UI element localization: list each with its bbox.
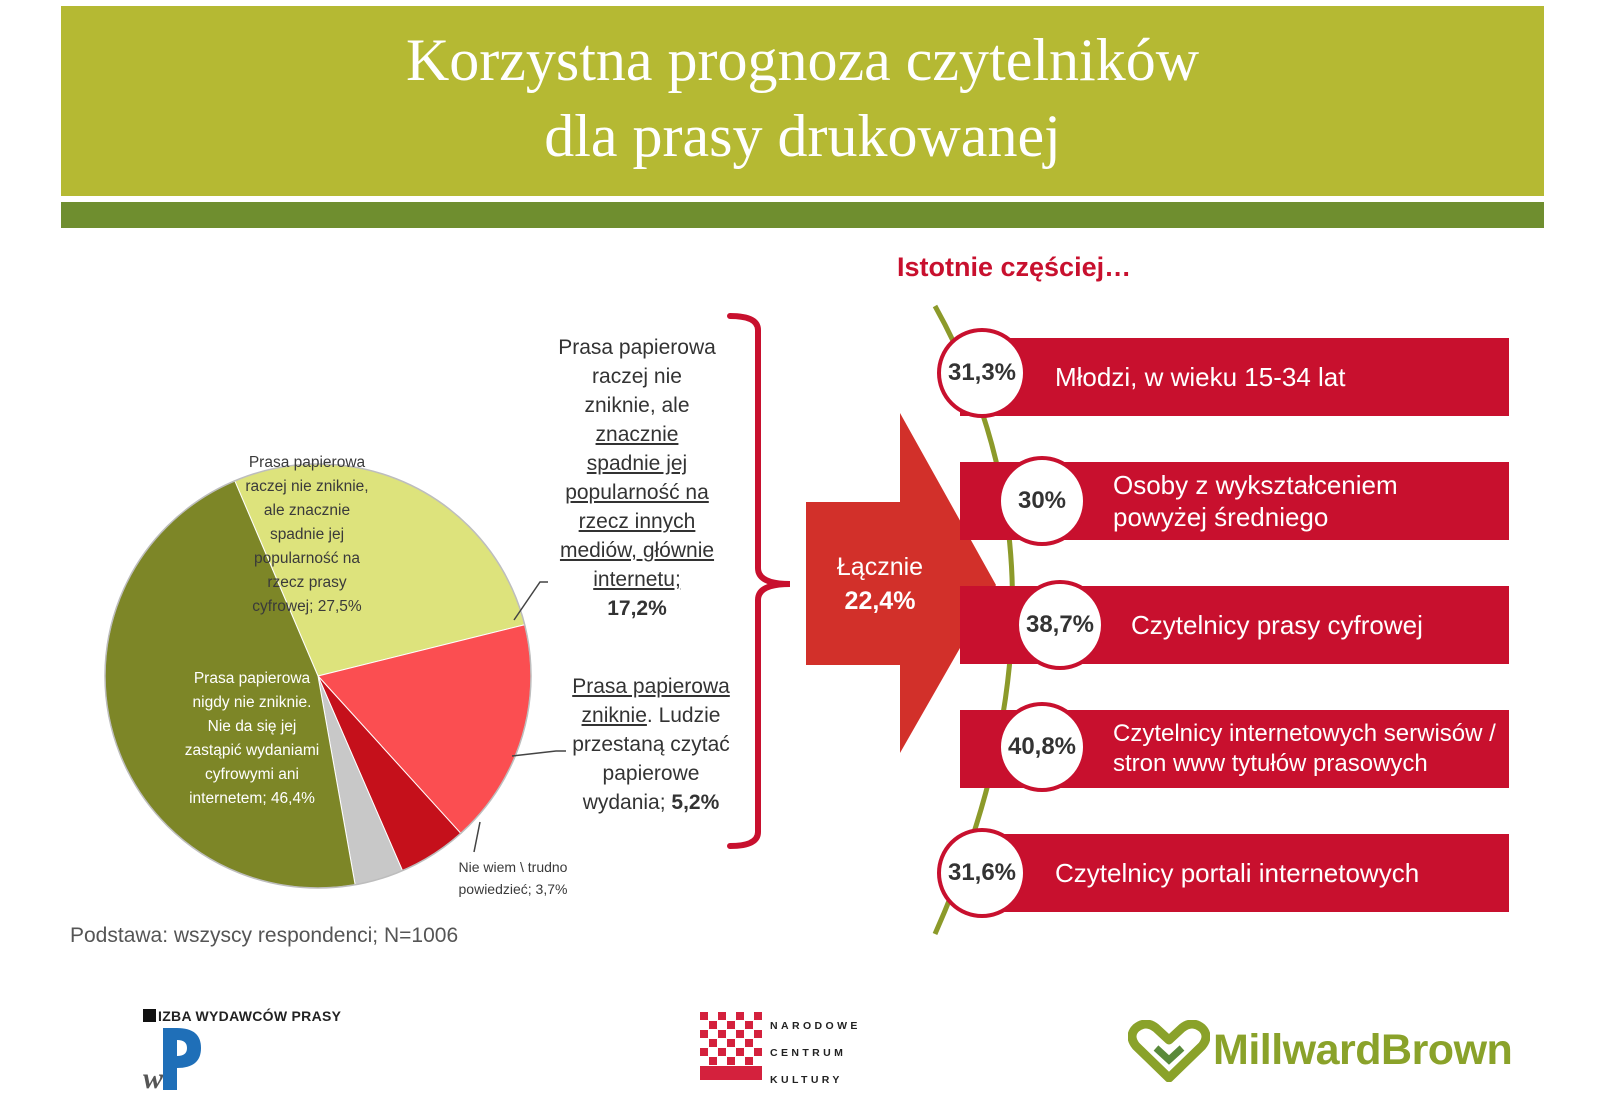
pie-label-line: rzecz prasy — [267, 574, 347, 591]
bar-label-3: Czytelnicy prasy cyfrowej — [1131, 586, 1423, 664]
pie-label-line: Prasa papierowa — [193, 670, 311, 687]
side-label-line: wydania; 5,2% — [560, 788, 742, 817]
izba-logo-icon: w — [143, 1028, 201, 1092]
total-label-caption: Łącznie — [836, 553, 924, 581]
right-header: Istotnie częściej… — [897, 252, 1132, 282]
bar-label-line: Czytelnicy internetowych serwisów / — [1113, 720, 1496, 747]
bar-label-5: Czytelnicy portali internetowych — [1055, 834, 1419, 912]
pie-chart — [104, 463, 532, 889]
title-line-2: dla prasy drukowanej — [544, 103, 1061, 169]
ncku-logo-line: CENTRUM — [770, 1047, 847, 1059]
pie-label-line: internetem; 46,4% — [189, 790, 315, 807]
side-label-line: znacznie — [595, 423, 679, 446]
ncku-logo-line: NARODOWE — [770, 1020, 861, 1032]
side-label-line: zniknie. Ludzie — [560, 701, 742, 730]
izba-logo-text: IZBA WYDAWCÓW PRASY — [158, 1008, 342, 1024]
pie-label-line: powiedzieć; 3,7% — [458, 881, 568, 897]
curly-bracket — [727, 313, 791, 849]
bar-label-line: stron www tytułów prasowych — [1113, 750, 1428, 777]
pie-label-line: raczej nie zniknie, — [245, 478, 369, 495]
side-label-value: 5,2% — [671, 791, 720, 814]
ncku-logo-line: KULTURY — [770, 1074, 843, 1086]
value-circle-3: 38,7% — [1015, 580, 1105, 670]
value-circle-1: 31,3% — [937, 328, 1027, 418]
bar-label-line: Młodzi, w wieku 15-34 lat — [1055, 362, 1346, 392]
bar-label-2: Osoby z wykształceniem powyżej średniego — [1113, 462, 1398, 540]
ncku-logo-icon — [700, 1012, 762, 1080]
millward-logo-text: MillwardBrown — [1213, 1026, 1513, 1074]
leader-line-internet — [513, 581, 548, 621]
header-stripe — [61, 202, 1544, 228]
ncku-logo-text: NARODOWE CENTRUM KULTURY — [770, 1013, 861, 1094]
side-label-line: papierowe — [602, 762, 700, 785]
millward-logo-icon — [1128, 1020, 1210, 1082]
value-circle-2: 30% — [997, 456, 1087, 546]
total-arrow — [806, 413, 996, 753]
svg-text:w: w — [143, 1062, 164, 1092]
side-label-line: przestaną czytać — [572, 733, 730, 756]
side-label-value: 17,2% — [607, 597, 667, 620]
bar-label-line: Osoby z wykształceniem — [1113, 470, 1398, 500]
page-title: Korzystna prognoza czytelników dla prasy… — [61, 22, 1544, 174]
side-label-line: Prasa papierowa — [558, 336, 716, 359]
bar-label-line: Czytelnicy portali internetowych — [1055, 858, 1420, 888]
side-label-underlined: zniknie — [581, 704, 647, 727]
side-label-line: mediów, głównie — [559, 539, 715, 562]
bar-label-1: Młodzi, w wieku 15-34 lat — [1055, 338, 1345, 416]
pie-label-line: Nie wiem \ trudno — [458, 859, 568, 875]
bar-label-4: Czytelnicy internetowych serwisów / stron… — [1113, 710, 1496, 788]
side-label-line: spadnie jej — [586, 452, 688, 475]
side-label-line: Prasa papierowa — [572, 675, 730, 698]
side-label-internet: Prasa papierowa raczej nie zniknie, ale … — [548, 333, 726, 623]
bar-label-line: powyżej średniego — [1113, 502, 1329, 532]
total-label: Łącznie 22,4% — [805, 550, 955, 618]
pie-label-line: Prasa papierowa — [248, 454, 366, 471]
side-label-line: popularność na — [565, 481, 709, 504]
side-label-line: rzecz innych — [578, 510, 696, 533]
pie-label-line: cyfrowymi ani — [205, 766, 299, 783]
value-circle-4: 40,8% — [997, 702, 1087, 792]
bar-label-line: Czytelnicy prasy cyfrowej — [1131, 610, 1423, 640]
title-line-1: Korzystna prognoza czytelników — [405, 27, 1200, 93]
izba-logo-square — [143, 1009, 156, 1022]
bar-item-1 — [960, 338, 1509, 416]
side-label-prefix: wydania; — [582, 791, 666, 814]
bar-item-5 — [960, 834, 1509, 912]
pie-outline — [104, 463, 532, 889]
total-label-value: 22,4% — [844, 587, 916, 615]
side-label-rest: . Ludzie — [646, 704, 721, 727]
pie-label-cyfrowa: Prasa papierowa raczej nie zniknie, ale … — [232, 451, 382, 619]
pie-label-niewiem: Nie wiem \ trudno powiedzieć; 3,7% — [448, 856, 578, 900]
pie-label-line: nigdy nie zniknie. — [192, 694, 312, 711]
side-label-line: zniknie, ale — [584, 394, 690, 417]
pie-label-line: Nie da się jej — [207, 718, 297, 735]
leader-line-zniknie — [511, 750, 566, 757]
side-label-line: raczej nie — [592, 365, 682, 388]
pie-label-line: spadnie jej — [269, 526, 345, 543]
pie-label-line: zastąpić wydaniami — [184, 742, 320, 759]
pie-label-line: cyfrowej; 27,5% — [252, 598, 362, 615]
leader-line-niewiem — [473, 821, 481, 853]
side-label-zniknie: Prasa papierowa zniknie. Ludzie przestan… — [560, 672, 742, 817]
value-circle-5: 31,6% — [937, 828, 1027, 918]
base-note: Podstawa: wszyscy respondenci; N=1006 — [70, 924, 459, 947]
side-label-line: internetu; — [593, 568, 681, 591]
pie-label-line: popularność na — [254, 550, 360, 567]
pie-label-line: ale znacznie — [263, 502, 351, 519]
header-banner — [61, 6, 1544, 196]
pie-label-nigdy: Prasa papierowa nigdy nie zniknie. Nie d… — [166, 667, 338, 811]
